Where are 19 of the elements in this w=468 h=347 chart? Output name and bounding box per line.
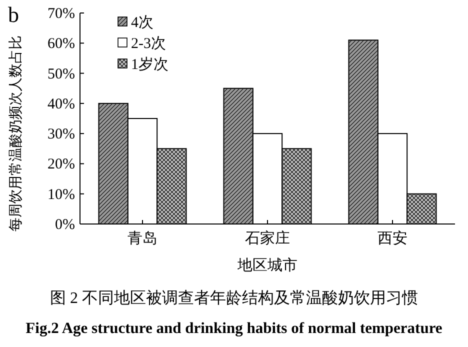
x-tick-label: 石家庄 (245, 230, 290, 247)
y-tick-label: 50% (48, 66, 75, 82)
text: Fig.2 Age structure and drinking habits of normal temperature (26, 320, 442, 337)
y-tick-label: 40% (48, 96, 75, 112)
x-tick-label: 青岛 (128, 230, 158, 247)
y-tick-label: 30% (48, 126, 75, 143)
y-tick-label: 20% (48, 156, 75, 173)
y-tick-label: 10% (48, 186, 75, 203)
x-tick-label: 西安 (378, 230, 408, 247)
legend-label: 1岁次 (131, 56, 168, 73)
legend-label: 4次 (131, 15, 154, 31)
text: 图 2 不同地区被调查者年龄结构及常温酸奶饮用习惯 (50, 289, 418, 307)
text: b (8, 2, 19, 27)
legend-label: 2-3次 (131, 36, 166, 52)
y-axis-title: 每周饮用常温酸奶频次人数占比 (8, 36, 24, 232)
x-axis-title: 地区城市 (236, 257, 298, 274)
y-tick-label: 60% (48, 36, 75, 52)
y-tick-label: 0% (55, 217, 75, 233)
y-tick-label: 70% (48, 6, 75, 22)
